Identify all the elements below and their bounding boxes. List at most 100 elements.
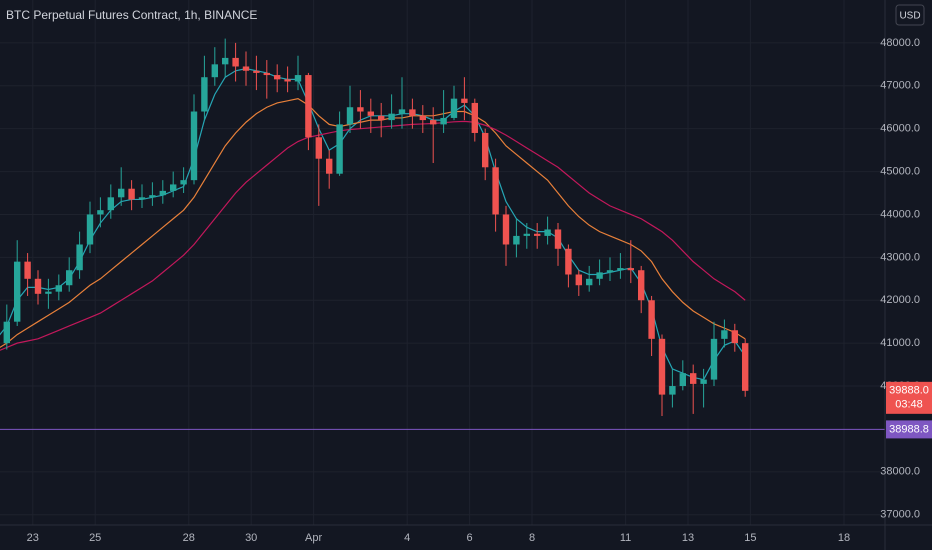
candle-body bbox=[378, 115, 385, 121]
candle-body bbox=[211, 64, 218, 78]
candle-body bbox=[34, 278, 42, 294]
candle-body bbox=[357, 107, 364, 112]
candle-body bbox=[450, 98, 458, 118]
y-tick-label: 41000.0 bbox=[880, 337, 920, 349]
candle-body bbox=[367, 111, 374, 116]
candle-body bbox=[606, 270, 614, 273]
plot-area bbox=[0, 38, 885, 430]
y-tick-label: 38000.0 bbox=[880, 466, 920, 478]
candle-body bbox=[617, 268, 624, 271]
candle-body bbox=[118, 188, 125, 198]
x-tick-label: 23 bbox=[27, 532, 39, 544]
candle-body bbox=[294, 75, 302, 82]
x-tick-label: 8 bbox=[529, 532, 535, 544]
candle-body bbox=[471, 102, 478, 133]
candle-body bbox=[107, 197, 114, 211]
candle-body bbox=[658, 338, 666, 395]
candle-body bbox=[482, 132, 489, 168]
candle-body bbox=[274, 75, 281, 80]
candle-body bbox=[346, 107, 354, 125]
hline-tag-label: 38988.8 bbox=[889, 423, 929, 435]
axes: 37000.038000.040000.041000.042000.043000… bbox=[27, 37, 932, 544]
candle-body bbox=[544, 229, 551, 236]
y-tick-label: 37000.0 bbox=[880, 509, 920, 521]
candle-body bbox=[398, 109, 406, 114]
candle-body bbox=[326, 158, 333, 174]
candle-body bbox=[679, 373, 686, 387]
candle-body bbox=[232, 57, 239, 67]
candle-body bbox=[565, 248, 572, 275]
candle-body bbox=[710, 338, 718, 380]
candle-body bbox=[669, 386, 676, 395]
candle-body bbox=[742, 343, 749, 391]
candle-body bbox=[263, 72, 270, 76]
candle-body bbox=[731, 330, 738, 344]
candle-body bbox=[242, 66, 250, 71]
x-tick-label: 30 bbox=[245, 532, 257, 544]
candle-body bbox=[55, 285, 62, 292]
y-tick-label: 46000.0 bbox=[880, 123, 920, 135]
candle-body bbox=[222, 57, 229, 65]
candle-body bbox=[523, 233, 530, 236]
x-tick-label: 11 bbox=[620, 532, 631, 544]
candle-body bbox=[627, 268, 634, 271]
hline-tag bbox=[886, 420, 932, 439]
candle-body bbox=[138, 197, 146, 200]
candle-body bbox=[305, 75, 312, 138]
x-tick-label: Apr bbox=[305, 532, 322, 544]
grid bbox=[0, 0, 885, 525]
candle-body bbox=[721, 330, 728, 339]
candle-body bbox=[253, 70, 260, 73]
candle-body bbox=[45, 291, 52, 294]
y-tick-label: 42000.0 bbox=[880, 294, 920, 306]
x-tick-label: 4 bbox=[404, 532, 410, 544]
x-tick-label: 28 bbox=[183, 532, 195, 544]
candle-body bbox=[700, 379, 707, 384]
candle-body bbox=[14, 261, 21, 322]
candle-body bbox=[336, 124, 343, 174]
x-tick-label: 15 bbox=[744, 532, 756, 544]
candle-body bbox=[315, 137, 322, 159]
candle-body bbox=[76, 244, 83, 271]
candle-body bbox=[648, 300, 655, 339]
currency-label[interactable]: USD bbox=[899, 11, 920, 22]
y-tick-label: 47000.0 bbox=[880, 80, 920, 92]
candle-body bbox=[419, 115, 426, 121]
candle-body bbox=[170, 184, 177, 191]
candle-body bbox=[461, 98, 468, 103]
candle-body bbox=[388, 113, 395, 121]
countdown-label: 03:48 bbox=[895, 399, 923, 411]
candle-body bbox=[180, 180, 187, 185]
candle-body bbox=[128, 188, 135, 200]
candle-body bbox=[24, 261, 31, 279]
candle-body bbox=[86, 214, 94, 245]
candle-body bbox=[149, 195, 156, 198]
candle-body bbox=[586, 278, 593, 286]
x-tick-label: 6 bbox=[467, 532, 473, 544]
chart-title: BTC Perpetual Futures Contract, 1h, BINA… bbox=[6, 8, 257, 22]
x-tick-label: 18 bbox=[838, 532, 850, 544]
y-tick-label: 48000.0 bbox=[880, 37, 920, 49]
candle-body bbox=[66, 270, 73, 286]
candle-body bbox=[638, 270, 645, 301]
last-price-tag bbox=[886, 381, 932, 414]
y-tick-label: 43000.0 bbox=[880, 251, 920, 263]
currency-button[interactable] bbox=[895, 4, 925, 26]
candle-body bbox=[534, 233, 541, 236]
candle-body bbox=[159, 190, 166, 196]
candle-body bbox=[513, 235, 520, 245]
candle-body bbox=[201, 77, 208, 112]
x-tick-label: 25 bbox=[89, 532, 101, 544]
candle-body bbox=[440, 117, 447, 125]
candle-body bbox=[502, 214, 510, 245]
candle-body bbox=[190, 111, 198, 181]
candle-body bbox=[554, 229, 562, 249]
candle-body bbox=[690, 373, 697, 384]
candle-body bbox=[409, 109, 416, 116]
candle-body bbox=[492, 167, 499, 215]
candle-body bbox=[3, 321, 10, 344]
candle-body bbox=[596, 272, 603, 279]
